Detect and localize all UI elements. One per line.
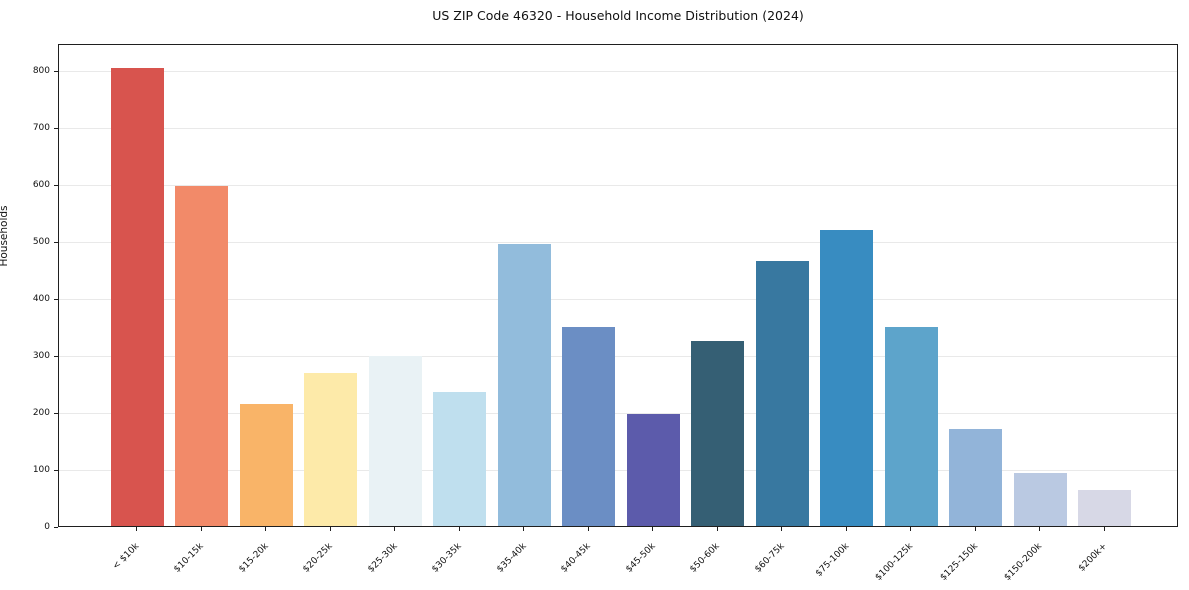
y-tick-mark [54, 185, 58, 187]
x-tick-label: < $10k [111, 541, 142, 572]
y-tick-mark [54, 527, 58, 528]
gridline [59, 242, 1177, 244]
y-axis-label: Households [0, 205, 10, 267]
y-tick-label: 500 [32, 236, 50, 247]
y-tick-mark [54, 356, 58, 358]
x-tick-mark [587, 527, 589, 531]
bar [110, 67, 164, 526]
x-tick-mark [265, 527, 266, 531]
y-tick-label: 0 [44, 521, 50, 532]
y-tick-mark [54, 71, 58, 73]
x-tick-mark [136, 527, 137, 531]
x-tick-label: $60-75k [753, 541, 787, 575]
y-tick-label: 300 [32, 350, 50, 361]
y-tick-mark [54, 299, 58, 301]
bar [239, 404, 293, 526]
x-tick-mark [523, 527, 524, 531]
y-tick-label: 600 [32, 179, 50, 190]
y-tick-mark [54, 413, 58, 415]
x-tick-label: $75-100k [813, 541, 852, 579]
x-tick-label: $35-40k [495, 541, 529, 575]
x-tick-mark [781, 527, 782, 531]
x-tick-label: $15-20k [237, 541, 271, 575]
x-tick-mark [458, 527, 460, 531]
x-tick-mark [329, 527, 331, 531]
bar [820, 229, 873, 526]
bar [1078, 490, 1131, 526]
chart-title: US ZIP Code 46320 - Household Income Dis… [432, 8, 804, 23]
y-tick-mark [54, 128, 58, 130]
gridline [59, 470, 1177, 472]
bar [304, 372, 357, 526]
bar [626, 413, 680, 526]
x-tick-mark [910, 527, 911, 531]
y-tick-label: 100 [32, 464, 50, 475]
x-tick-label: $25-30k [366, 541, 400, 575]
bar [368, 355, 422, 526]
x-tick-mark [1103, 527, 1105, 531]
bar [691, 341, 744, 526]
x-tick-label: $125-150k [938, 541, 981, 583]
x-tick-label: $50-60k [688, 541, 723, 575]
bar [755, 261, 809, 526]
x-tick-label: $20-25k [301, 541, 336, 575]
plot-area [58, 44, 1178, 527]
x-tick-mark [394, 527, 395, 531]
x-tick-label: $40-45k [559, 541, 594, 575]
gridline [59, 71, 1177, 73]
y-tick-label: 200 [32, 407, 50, 418]
x-tick-mark [652, 527, 653, 531]
bar [433, 391, 486, 526]
x-tick-label: $10-15k [172, 541, 207, 575]
x-tick-label: $200k+ [1076, 541, 1110, 574]
y-tick-label: 700 [32, 122, 50, 133]
y-tick-mark [54, 470, 58, 472]
x-tick-mark [716, 527, 718, 531]
bar [884, 327, 938, 526]
x-tick-mark [1039, 527, 1040, 531]
y-tick-mark [54, 242, 58, 244]
y-tick-label: 800 [32, 65, 50, 76]
y-tick-label: 400 [32, 293, 50, 304]
x-tick-mark [974, 527, 976, 531]
x-tick-label: $150-200k [1003, 541, 1045, 583]
gridline [59, 413, 1177, 415]
x-tick-label: $30-35k [430, 541, 465, 575]
gridline [59, 299, 1177, 301]
x-tick-mark [845, 527, 847, 531]
gridline [59, 356, 1177, 358]
gridline [59, 128, 1177, 130]
x-tick-label: $45-50k [624, 541, 658, 575]
bar [562, 327, 615, 526]
bar [949, 429, 1002, 526]
bar [1013, 473, 1067, 526]
bar [175, 185, 228, 526]
bar [497, 243, 551, 526]
gridline [59, 185, 1177, 187]
x-tick-label: $100-125k [874, 541, 916, 583]
x-tick-mark [200, 527, 202, 531]
